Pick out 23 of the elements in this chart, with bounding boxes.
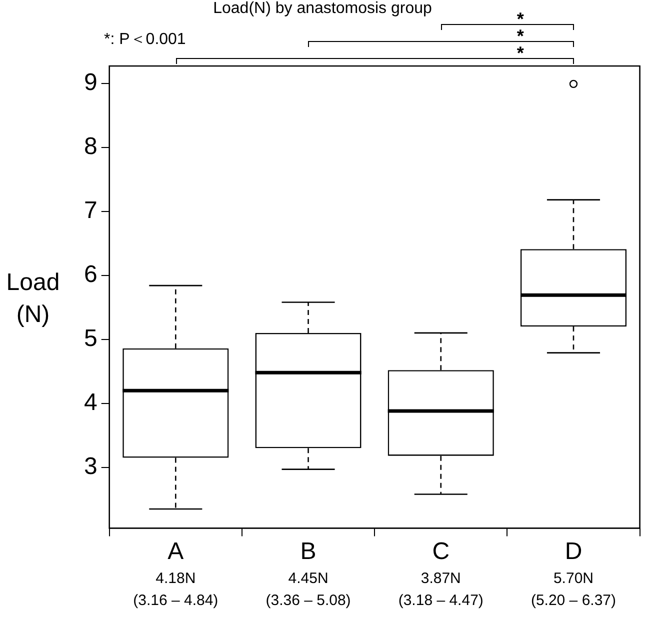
text: (3.36 – 5.08) <box>264 591 352 612</box>
x-tick-label: B <box>300 538 316 566</box>
text: 5.70N <box>552 569 594 590</box>
y-tick-label: 4 <box>84 388 98 416</box>
x-tick-label: A <box>168 538 184 566</box>
y-axis-title: Load (N) <box>5 268 61 330</box>
y-tick-label: 7 <box>84 196 98 224</box>
text: 4.18N <box>154 569 197 590</box>
text: (3.18 – 4.47) <box>397 591 484 612</box>
text: (3.16 – 4.84) <box>132 591 220 612</box>
significance-bracket: * <box>308 27 574 48</box>
y-tick-label: 9 <box>84 68 98 96</box>
chart-title: Load(N) by anastomosis group <box>213 0 432 17</box>
y-tick-label: 5 <box>84 324 98 352</box>
text: 4.45N <box>287 569 330 590</box>
y-tick-label: 8 <box>84 132 98 160</box>
y-tick-label: 3 <box>84 453 98 480</box>
y-tick-label: 6 <box>84 260 98 288</box>
x-tick-label: D <box>564 538 582 566</box>
text: (5.20 – 6.37) <box>530 591 618 612</box>
x-tick-label: C <box>432 538 450 566</box>
text: 3.87N <box>420 569 462 590</box>
significance-bracket: * <box>176 44 574 65</box>
